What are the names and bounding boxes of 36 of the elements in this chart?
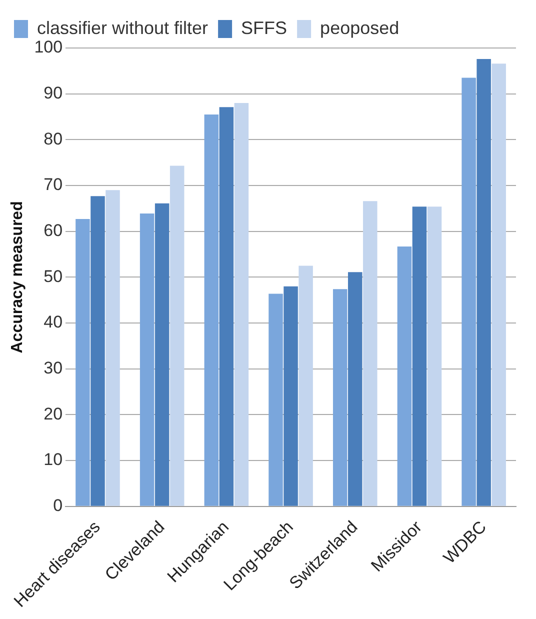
- bar: [234, 103, 249, 506]
- y-tick-label: 30: [44, 358, 63, 378]
- bar: [268, 294, 283, 506]
- y-axis-title: Accuracy measured: [9, 201, 26, 354]
- y-tick-label: 100: [34, 38, 63, 57]
- bar: [90, 196, 105, 506]
- bar: [397, 246, 412, 506]
- y-tick-label: 70: [44, 175, 63, 194]
- y-tick-label: 0: [53, 496, 63, 516]
- bar: [412, 206, 427, 506]
- bar: [284, 286, 298, 506]
- bar: [332, 289, 348, 506]
- bar: [348, 272, 362, 506]
- bar: [106, 190, 120, 506]
- legend-label: peoposed: [320, 18, 400, 38]
- bar: [492, 64, 506, 506]
- bar: [140, 213, 154, 506]
- y-tick-label: 10: [44, 450, 63, 470]
- bar: [427, 206, 442, 506]
- y-tick-label: 80: [44, 129, 63, 148]
- bar: [219, 107, 234, 506]
- bar: [363, 201, 378, 506]
- y-tick-label: 60: [44, 221, 63, 240]
- bar: [204, 114, 219, 506]
- y-tick-label: 40: [44, 312, 63, 332]
- bar: [476, 59, 491, 506]
- bar: [462, 78, 476, 506]
- legend-label: classifier without filter: [37, 18, 208, 38]
- y-tick-label: 20: [44, 404, 63, 424]
- y-tick-label: 90: [44, 84, 63, 103]
- bar: [298, 266, 313, 506]
- y-tick-label: 50: [44, 266, 63, 286]
- bar: [76, 218, 90, 506]
- legend-label: SFFS: [241, 18, 288, 38]
- bar: [154, 203, 170, 506]
- bar: [170, 166, 184, 506]
